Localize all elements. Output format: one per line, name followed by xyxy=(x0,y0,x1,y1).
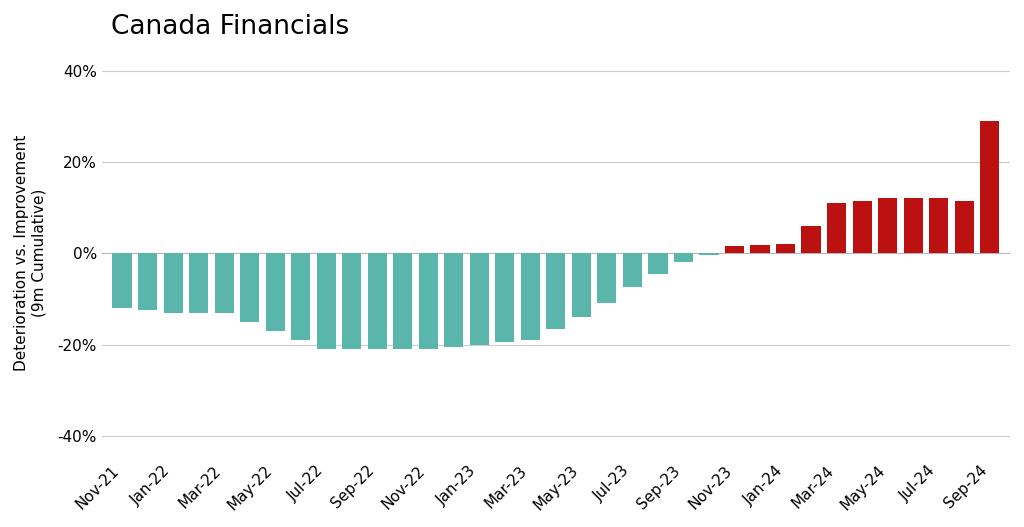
Bar xyxy=(751,245,770,253)
Bar xyxy=(674,253,693,262)
Bar xyxy=(419,253,438,349)
Bar xyxy=(725,246,744,253)
Bar xyxy=(980,121,999,253)
Bar xyxy=(113,253,132,308)
Bar xyxy=(164,253,182,313)
Bar xyxy=(547,253,565,328)
Bar xyxy=(368,253,387,349)
Bar xyxy=(802,226,820,253)
Bar xyxy=(138,253,157,310)
Bar xyxy=(265,253,285,331)
Bar xyxy=(393,253,413,349)
Bar xyxy=(954,201,974,253)
Bar xyxy=(470,253,488,345)
Bar xyxy=(648,253,668,274)
Bar xyxy=(623,253,642,287)
Bar xyxy=(240,253,259,321)
Bar xyxy=(342,253,361,349)
Bar xyxy=(316,253,336,349)
Y-axis label: Deterioration vs. Improvement
(9m Cumulative): Deterioration vs. Improvement (9m Cumula… xyxy=(14,135,46,372)
Bar xyxy=(571,253,591,317)
Bar xyxy=(189,253,208,313)
Bar xyxy=(929,199,948,253)
Text: Canada Financials: Canada Financials xyxy=(111,14,349,40)
Bar xyxy=(444,253,464,347)
Bar xyxy=(521,253,540,340)
Bar xyxy=(853,201,871,253)
Bar xyxy=(699,253,719,256)
Bar xyxy=(291,253,310,340)
Bar xyxy=(776,244,795,253)
Bar xyxy=(878,199,897,253)
Bar xyxy=(827,203,846,253)
Bar xyxy=(215,253,233,313)
Bar xyxy=(496,253,514,342)
Bar xyxy=(597,253,616,304)
Bar xyxy=(903,199,923,253)
